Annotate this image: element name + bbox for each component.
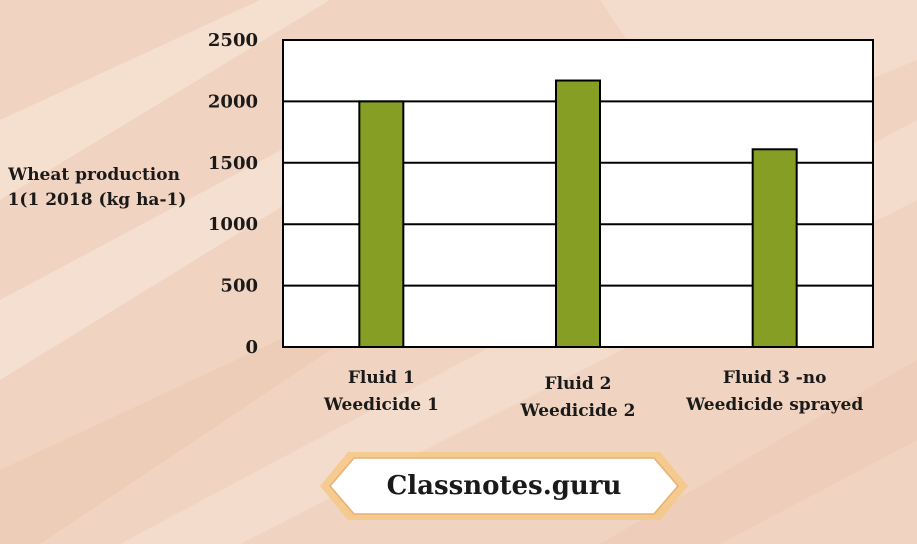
y-tick-label: 1500 [208, 153, 258, 174]
watermark-badge: Classnotes.guru [318, 450, 690, 522]
bars [358, 79, 798, 349]
y-tick-label: 2000 [208, 91, 258, 112]
watermark-text: Classnotes.guru [386, 471, 622, 501]
x-tick-label-line: Weedicide 2 [520, 401, 636, 421]
x-tick-label: Fluid 2 Weedicide 2 [520, 374, 636, 421]
badge-frame [320, 452, 688, 520]
bar [358, 100, 405, 349]
y-axis-label: Wheat production 1(1 2018 (kg ha-1) [7, 165, 186, 210]
x-tick-label: Fluid 1 Weedicide 1 [323, 368, 439, 415]
y-tick-label: 0 [245, 337, 258, 358]
x-tick-label-line: Weedicide 1 [323, 395, 439, 415]
y-axis-label-line-1: Wheat production [7, 165, 180, 185]
bar [555, 79, 601, 349]
y-tick-label: 1000 [208, 214, 258, 235]
x-tick-label-line: Fluid 3 -no [723, 368, 827, 388]
y-axis-label-line-2: 1(1 2018 (kg ha-1) [8, 190, 187, 210]
y-tick-label: 2500 [208, 30, 258, 51]
y-tick-labels: 0 500 1000 1500 2000 2500 [208, 30, 258, 358]
bar [751, 148, 798, 348]
x-tick-label: Fluid 3 -no Weedicide sprayed [685, 368, 863, 415]
x-tick-label-line: Fluid 1 [348, 368, 415, 388]
x-tick-label-line: Fluid 2 [545, 374, 612, 394]
x-tick-label-line: Weedicide sprayed [685, 395, 863, 415]
y-tick-label: 500 [220, 276, 258, 297]
